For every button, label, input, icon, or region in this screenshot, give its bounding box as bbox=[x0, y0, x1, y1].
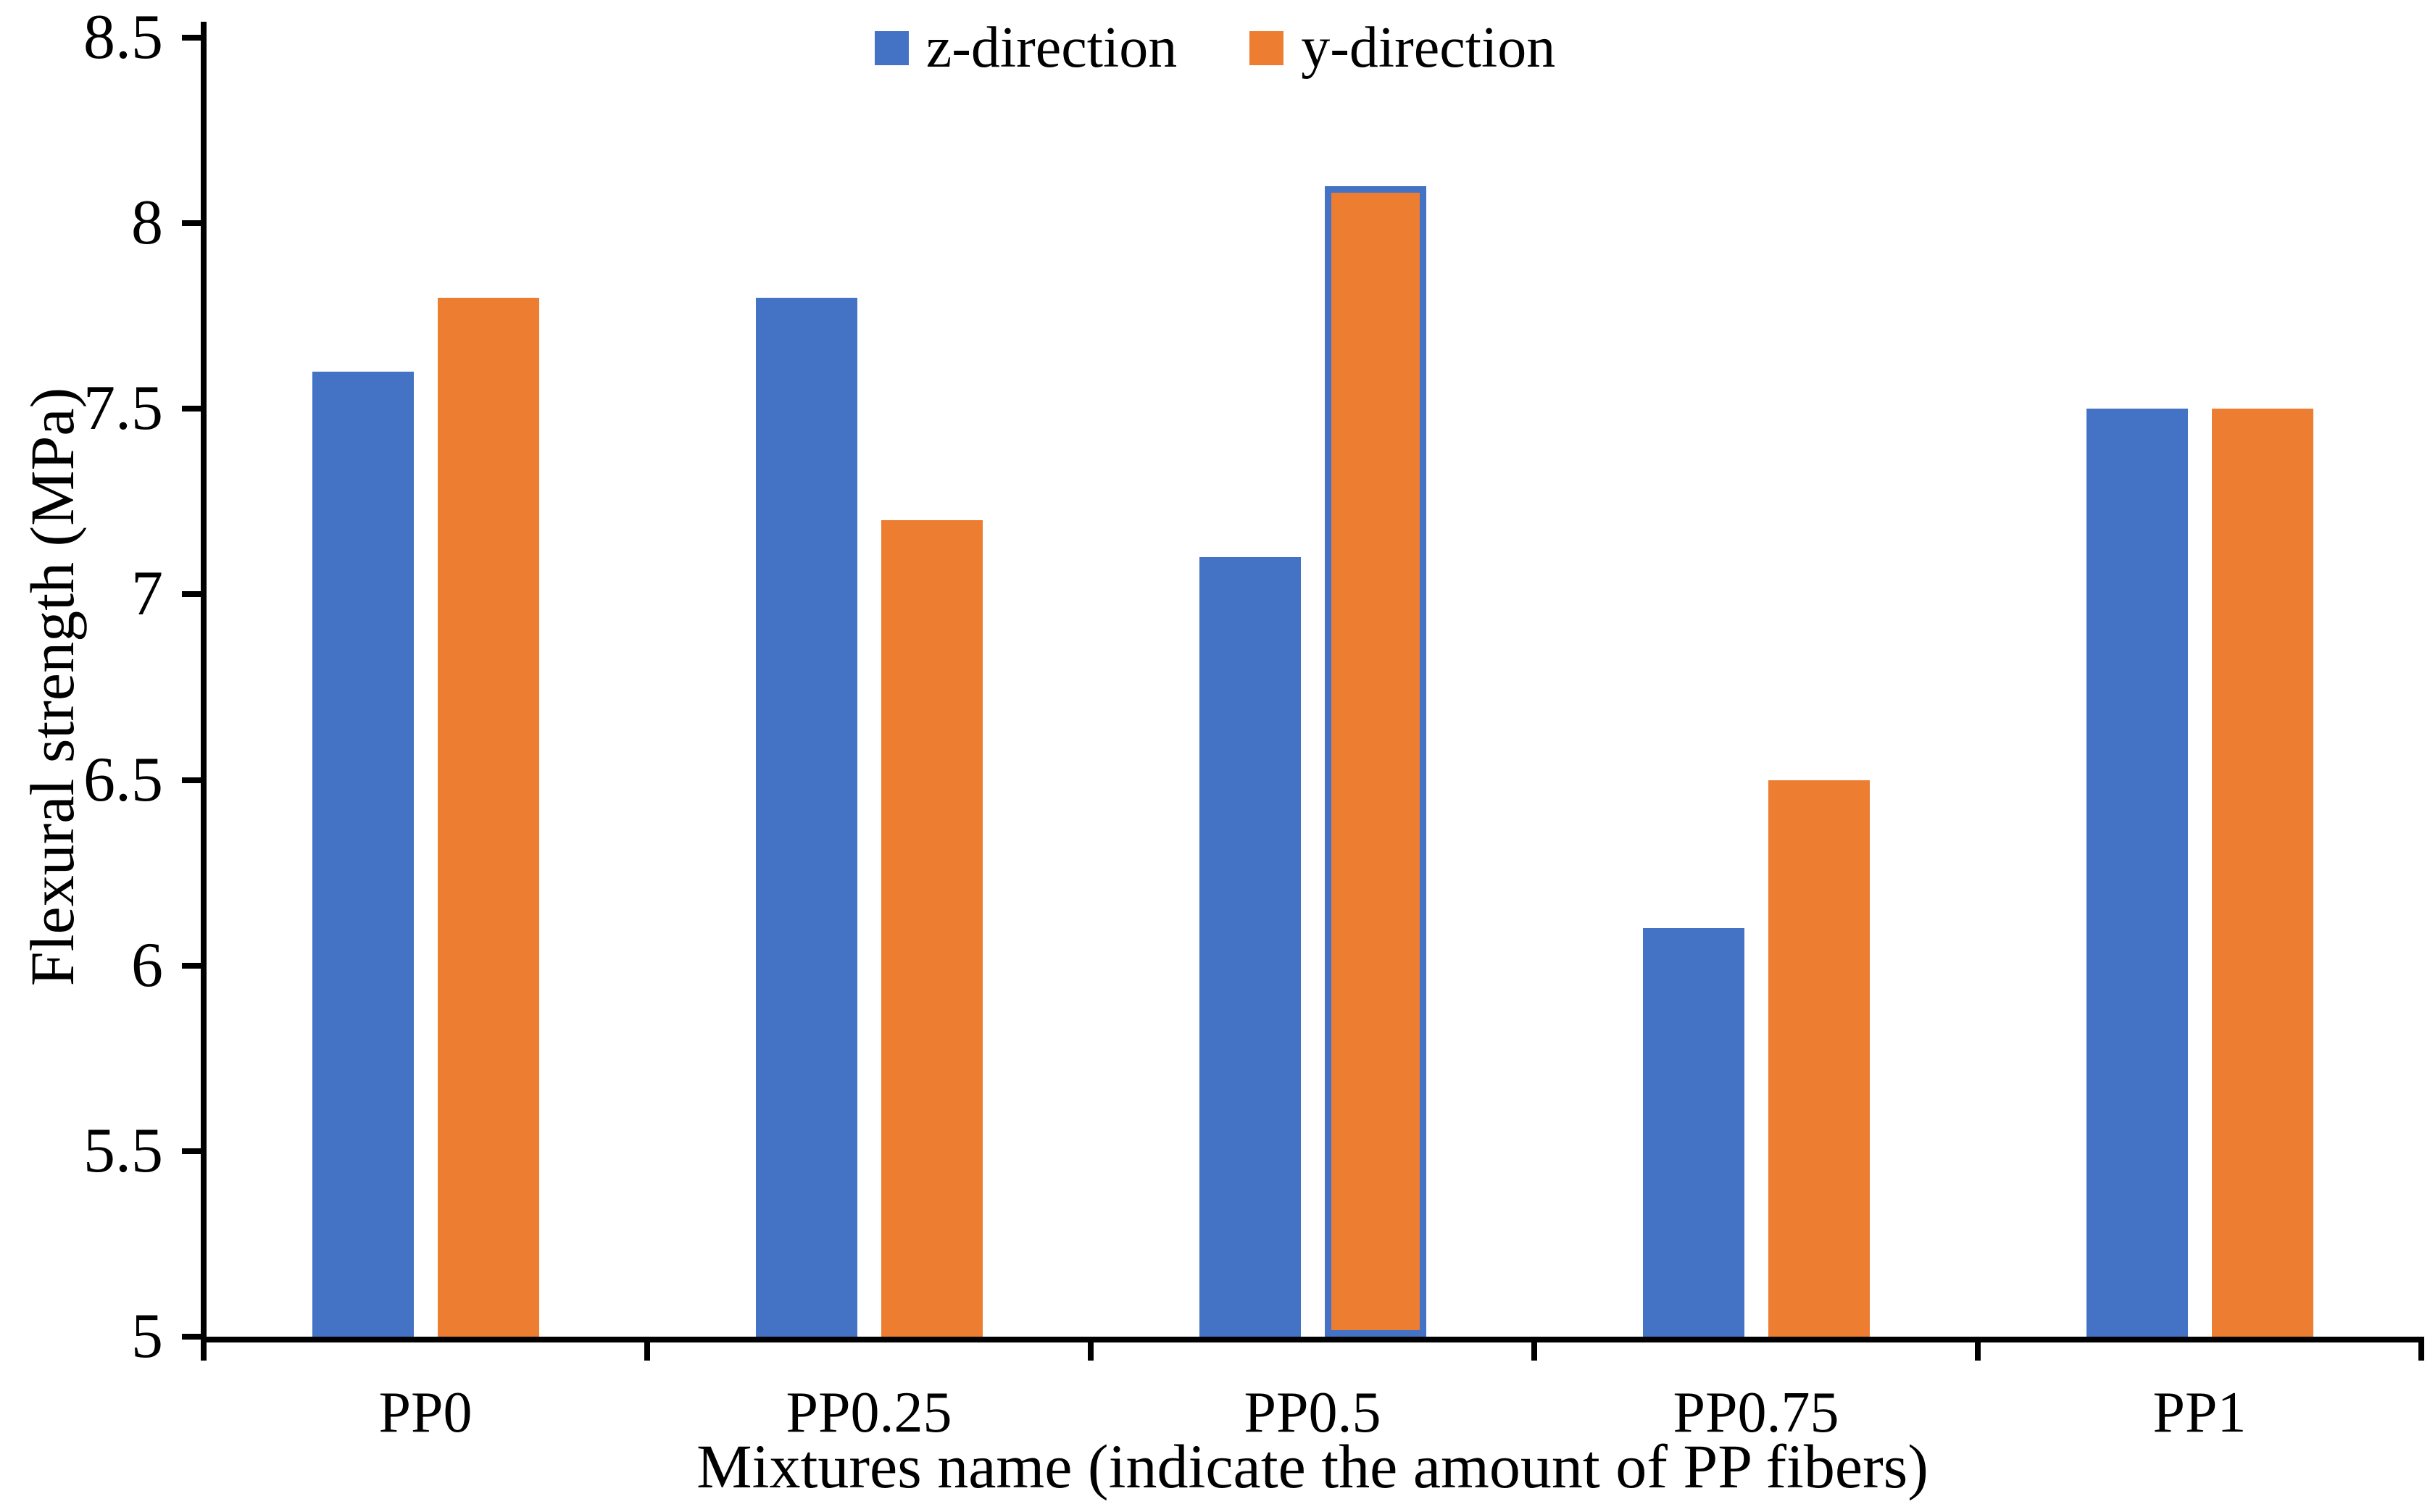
x-axis-title: Mixtures name (indicate the amount of PP… bbox=[696, 1432, 1928, 1501]
legend: z-direction y-direction bbox=[0, 19, 2430, 77]
y-axis-tick bbox=[182, 406, 201, 412]
y-tick-label: 8 bbox=[131, 188, 163, 259]
bar-z-direction-PP0 bbox=[312, 372, 414, 1337]
x-axis-tick bbox=[201, 1340, 207, 1361]
x-tick-label-PP0.75: PP0.75 bbox=[1673, 1381, 1839, 1445]
y-axis-title: Flexural strength (MPa) bbox=[17, 387, 87, 987]
y-tick-label: 5 bbox=[131, 1301, 163, 1371]
bar-y-direction-PP0.5 bbox=[1324, 185, 1426, 1337]
y-axis-tick bbox=[182, 220, 201, 227]
y-axis-tick bbox=[182, 962, 201, 969]
y-tick-label: 7 bbox=[131, 559, 163, 630]
y-axis-tick bbox=[182, 777, 201, 783]
y-axis-tick bbox=[182, 1334, 201, 1340]
bar-z-direction-PP0.75 bbox=[1642, 928, 1744, 1337]
legend-item-y-direction: y-direction bbox=[1249, 19, 1555, 77]
legend-item-z-direction: z-direction bbox=[874, 16, 1178, 80]
y-tick-label: 6.5 bbox=[83, 744, 163, 815]
y-tick-label: 7.5 bbox=[83, 373, 163, 444]
y-tick-label: 6 bbox=[131, 930, 163, 1001]
legend-label-y-direction: y-direction bbox=[1301, 16, 1556, 80]
x-tick-label-PP0.5: PP0.5 bbox=[1244, 1381, 1381, 1445]
x-axis-tick bbox=[1975, 1340, 1981, 1361]
y-axis-tick bbox=[182, 1148, 201, 1154]
legend-label-z-direction: z-direction bbox=[925, 16, 1178, 80]
y-axis-line bbox=[201, 22, 207, 1361]
x-axis-line bbox=[201, 1337, 2424, 1342]
y-axis-tick bbox=[182, 591, 201, 598]
x-tick-label-PP0: PP0 bbox=[378, 1381, 473, 1445]
y-direction-swatch-icon bbox=[1249, 30, 1284, 65]
y-axis-tick bbox=[182, 35, 201, 41]
x-axis-tick bbox=[1531, 1340, 1537, 1361]
bar-z-direction-PP1 bbox=[2086, 409, 2188, 1337]
x-tick-label-PP0.25: PP0.25 bbox=[786, 1381, 952, 1445]
x-axis-tick bbox=[2418, 1340, 2424, 1361]
bar-z-direction-PP0.25 bbox=[755, 297, 857, 1337]
bar-y-direction-PP1 bbox=[2211, 409, 2313, 1337]
y-tick-label: 8.5 bbox=[83, 2, 163, 72]
bar-z-direction-PP0.5 bbox=[1199, 557, 1301, 1337]
z-direction-swatch-icon bbox=[874, 30, 909, 65]
bar-y-direction-PP0 bbox=[437, 297, 539, 1337]
y-tick-label: 5.5 bbox=[83, 1115, 163, 1186]
bar-y-direction-PP0.25 bbox=[881, 519, 983, 1337]
bar-y-direction-PP0.75 bbox=[1768, 780, 1870, 1337]
x-axis-tick bbox=[644, 1340, 650, 1361]
x-tick-label-PP1: PP1 bbox=[2152, 1381, 2247, 1445]
x-axis-tick bbox=[1088, 1340, 1094, 1361]
